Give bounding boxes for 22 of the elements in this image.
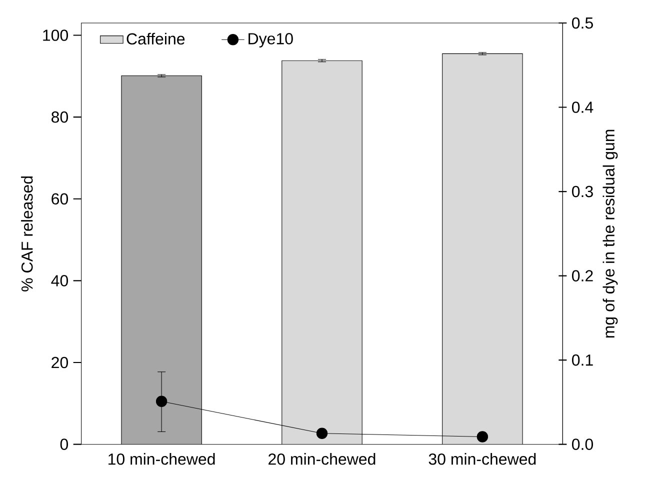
y2-tick-label: 0.0 bbox=[572, 438, 594, 450]
point bbox=[476, 431, 488, 442]
y-tick-label: 100 bbox=[43, 30, 68, 41]
y2-tick-label: 0.2 bbox=[572, 270, 593, 282]
y2-axis-title: mg of dye in the residual gum bbox=[602, 130, 618, 338]
point bbox=[316, 428, 328, 439]
x-tick-label: 20 min-chewed bbox=[268, 453, 376, 465]
y2-tick-label: 0.1 bbox=[572, 354, 593, 366]
x-tick-label: 30 min-chewed bbox=[428, 453, 536, 465]
y2-tick-label: 0.5 bbox=[572, 17, 593, 29]
y-axis-title: % CAF released bbox=[21, 176, 33, 292]
y-tick-label: 60 bbox=[52, 193, 68, 205]
y2-tick-label: 0.3 bbox=[572, 186, 593, 198]
y2-tick-label: 0.4 bbox=[572, 102, 594, 113]
legend-label: Caffeine bbox=[126, 32, 185, 45]
y-tick-label: 40 bbox=[51, 275, 68, 286]
y-tick-label: 0 bbox=[60, 438, 68, 450]
x-tick-label: 10 min-chewed bbox=[108, 453, 215, 465]
legend-label: Dye10 bbox=[248, 33, 293, 48]
point bbox=[156, 396, 168, 407]
y-tick-label: 20 bbox=[52, 356, 68, 368]
y-tick-label: 80 bbox=[52, 111, 68, 123]
